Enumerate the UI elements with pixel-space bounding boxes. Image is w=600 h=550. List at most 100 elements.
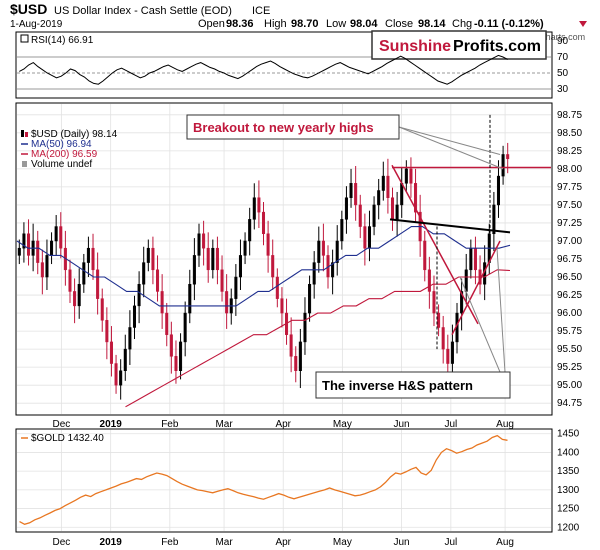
neckline — [389, 218, 511, 234]
price-candle — [367, 210, 371, 262]
price-x-tick-label: May — [333, 419, 352, 430]
candle-body — [156, 269, 160, 292]
gold-x-tick-label: Feb — [161, 537, 179, 548]
low-value: 98.04 — [350, 18, 378, 30]
candle-body — [289, 334, 293, 357]
rsi-tick-label: 70 — [557, 52, 569, 63]
candle-body — [179, 341, 183, 371]
price-candle — [119, 359, 123, 400]
hs-pointer — [496, 248, 506, 373]
price-candle — [340, 210, 344, 250]
candle-body — [496, 175, 500, 206]
candle-body — [40, 262, 44, 278]
candle-body — [386, 175, 390, 198]
price-candle — [285, 298, 289, 345]
candle-body — [492, 204, 496, 235]
candle-body — [363, 226, 367, 249]
price-candle — [464, 253, 468, 305]
price-tick-label: 98.00 — [557, 164, 582, 175]
candle-body — [367, 226, 371, 249]
price-candle — [202, 220, 206, 266]
candle-body — [105, 320, 109, 343]
price-candle — [211, 239, 215, 279]
candle-body — [160, 291, 164, 314]
candle-body — [317, 240, 321, 263]
gold-grid — [17, 430, 551, 531]
price-candle — [409, 157, 413, 198]
candle-body — [243, 240, 247, 256]
price-candle — [238, 239, 242, 290]
price-x-tick-label: Mar — [215, 419, 233, 430]
chart-description: US Dollar Index - Cash Settle (EOD) — [54, 5, 232, 17]
candle-body — [506, 154, 510, 160]
price-candle — [220, 255, 224, 302]
price-candle — [22, 222, 26, 263]
rsi-panel-frame — [15, 31, 553, 99]
candle-body — [50, 240, 54, 256]
rsi-tick-label: 50 — [557, 68, 569, 79]
candle-body — [132, 305, 137, 328]
gold-tick-label: 1200 — [557, 522, 580, 533]
candle-body — [312, 262, 316, 285]
candle-body — [86, 247, 90, 263]
candle-body — [335, 240, 339, 263]
hs-annotation-box — [315, 371, 511, 399]
candle-body — [390, 197, 395, 220]
hs-annotation: The inverse H&S pattern — [322, 378, 473, 393]
rsi-tick-label: 90 — [557, 36, 569, 47]
price-candle — [308, 275, 312, 322]
gold-content — [19, 434, 508, 525]
price-x-tick-label: Apr — [275, 419, 291, 430]
candle-body — [303, 312, 307, 343]
price-candle — [169, 321, 173, 374]
price-candle — [446, 334, 450, 374]
price-tick-label: 98.50 — [557, 128, 582, 139]
candle-body — [137, 283, 141, 307]
price-candle — [312, 251, 316, 299]
open-label: Open — [198, 18, 225, 30]
gold-x-tick-label: May — [333, 537, 352, 548]
price-candle — [354, 166, 358, 221]
brand-box — [371, 30, 547, 60]
candle-body — [344, 197, 348, 220]
price-candle — [414, 168, 418, 223]
price-candle — [381, 161, 385, 201]
price-candle — [206, 232, 210, 283]
candle-body — [22, 233, 26, 249]
price-candle — [91, 233, 95, 280]
candle-body — [377, 190, 381, 206]
price-candle — [298, 328, 302, 389]
down-triangle-icon — [579, 21, 587, 27]
price-candle — [331, 249, 335, 295]
rsi-legend: RSI(14) 66.91 — [20, 34, 94, 46]
candle-body — [183, 312, 187, 343]
high-value: 98.70 — [291, 18, 319, 30]
price-candle — [146, 239, 150, 272]
price-tick-label: 94.75 — [557, 398, 582, 409]
candle-body — [27, 233, 31, 256]
price-tick-label: 95.50 — [557, 344, 582, 355]
candle-body — [206, 247, 210, 271]
price-candle — [229, 288, 233, 325]
price-legend-label: MA(200) 96.59 — [31, 149, 98, 160]
candle-body — [460, 291, 464, 314]
close-label: Close — [385, 18, 413, 30]
candle-body — [275, 276, 279, 299]
candle-body — [54, 226, 58, 242]
chg-value: -0.11 (-0.12%) — [474, 18, 544, 30]
price-legend-label: $USD (Daily) 98.14 — [31, 129, 118, 140]
price-candle — [427, 256, 431, 309]
price-candle — [257, 180, 261, 228]
price-panel-frame — [15, 102, 553, 416]
price-candle — [128, 310, 132, 365]
candle-body — [358, 204, 362, 227]
price-candle — [344, 186, 348, 234]
price-candle — [179, 333, 183, 380]
price-candle — [478, 255, 482, 295]
price-candle — [40, 249, 44, 295]
candle-body — [298, 341, 302, 371]
gold-x-tick-label: Jun — [393, 537, 409, 548]
